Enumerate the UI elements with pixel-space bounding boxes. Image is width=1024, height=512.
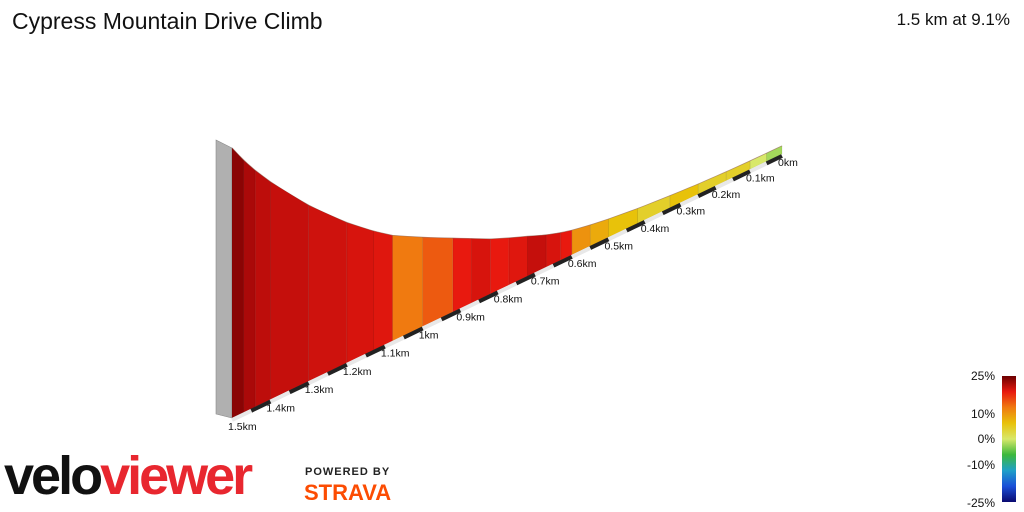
gradient-segment bbox=[346, 222, 374, 364]
axis-band-segment bbox=[697, 186, 717, 199]
colour-scale-bar bbox=[1002, 376, 1016, 502]
axis-band-segment bbox=[534, 263, 555, 277]
distance-tick-label: 0.4km bbox=[641, 223, 670, 235]
axis-band-segment bbox=[250, 399, 272, 413]
gradient-segment bbox=[231, 147, 244, 419]
veloviewer-logo: veloviewer bbox=[4, 446, 253, 506]
distance-tick-label: 1.5km bbox=[228, 421, 257, 433]
colour-scale-label: 10% bbox=[971, 407, 995, 421]
distance-tick-label: 0.3km bbox=[677, 206, 706, 218]
distance-tick-label: 0.8km bbox=[494, 293, 523, 305]
gradient-segment bbox=[308, 204, 348, 382]
distance-tick-label: 0.2km bbox=[712, 189, 741, 201]
distance-tick-label: 0.5km bbox=[604, 240, 633, 252]
distance-tick-label: 1.2km bbox=[343, 366, 372, 378]
axis-band-segment bbox=[732, 169, 751, 182]
axis-band-segment bbox=[607, 228, 628, 242]
distance-tick-label: 1.4km bbox=[266, 403, 295, 415]
gradient-segment bbox=[254, 169, 271, 408]
axis-band-segment bbox=[269, 390, 291, 404]
axis-band-segment bbox=[307, 372, 329, 385]
axis-band-segment bbox=[478, 290, 499, 304]
strava-logo: STRAVA bbox=[304, 480, 392, 505]
axis-band-segment bbox=[643, 211, 664, 224]
gradient-segment bbox=[243, 159, 256, 413]
axis-band-segment bbox=[402, 326, 424, 340]
distance-tick-label: 1.3km bbox=[305, 384, 334, 396]
axis-band-segment bbox=[661, 202, 682, 216]
axis-band-segment bbox=[440, 308, 462, 322]
distance-tick-label: 0.7km bbox=[531, 276, 560, 288]
chart-title: Cypress Mountain Drive Climb bbox=[12, 8, 323, 34]
distance-tick-label: 0.9km bbox=[456, 311, 485, 323]
axis-band-segment bbox=[346, 353, 367, 367]
axis-band-segment bbox=[384, 335, 405, 349]
gradient-segment bbox=[422, 237, 454, 327]
axis-band-segment bbox=[679, 194, 700, 207]
axis-band-segment bbox=[365, 344, 386, 358]
colour-scale-label: -25% bbox=[967, 496, 995, 510]
distance-tick-label: 0.1km bbox=[746, 172, 775, 184]
axis-band-segment bbox=[570, 246, 592, 259]
axis-band-segment bbox=[496, 281, 518, 295]
logo-viewer-text: viewer bbox=[100, 446, 253, 506]
distance-tick-label: 1km bbox=[419, 329, 439, 341]
distance-axis bbox=[231, 154, 783, 422]
colour-scale-label: 0% bbox=[978, 432, 996, 446]
axis-band-segment bbox=[288, 381, 310, 395]
gradient-colour-scale: 25% 10% 0% -10% -25% bbox=[967, 369, 1016, 510]
axis-band-segment bbox=[765, 154, 783, 166]
axis-band-segment bbox=[552, 255, 573, 268]
axis-band-segment bbox=[515, 272, 536, 286]
axis-band-segment bbox=[459, 299, 480, 313]
distance-tick-label: 0.6km bbox=[568, 258, 597, 270]
profile-end-wall bbox=[215, 139, 233, 419]
axis-band-segment bbox=[231, 408, 253, 422]
climb-summary: 1.5 km at 9.1% bbox=[896, 10, 1010, 29]
colour-scale-label: -10% bbox=[967, 458, 995, 472]
logo-velo-text: velo bbox=[4, 446, 103, 506]
powered-by-label: POWERED BY bbox=[305, 466, 391, 478]
colour-scale-label: 25% bbox=[971, 369, 995, 383]
gradient-segment bbox=[452, 237, 472, 313]
axis-band-segment bbox=[625, 220, 646, 233]
gradient-segment bbox=[489, 237, 510, 295]
distance-tick-label: 1.1km bbox=[381, 348, 410, 360]
gradient-segment bbox=[270, 181, 310, 401]
gradient-segment bbox=[373, 230, 393, 351]
axis-band-segment bbox=[749, 161, 768, 174]
axis-band-segment bbox=[421, 317, 443, 331]
gradient-segment bbox=[392, 235, 423, 342]
distance-tick-label: 0km bbox=[778, 157, 798, 169]
axis-band-segment bbox=[326, 363, 348, 376]
gradient-segments bbox=[231, 145, 783, 419]
axis-band-segment bbox=[714, 177, 734, 190]
gradient-segment bbox=[471, 238, 491, 304]
axis-band-segment bbox=[589, 237, 610, 250]
